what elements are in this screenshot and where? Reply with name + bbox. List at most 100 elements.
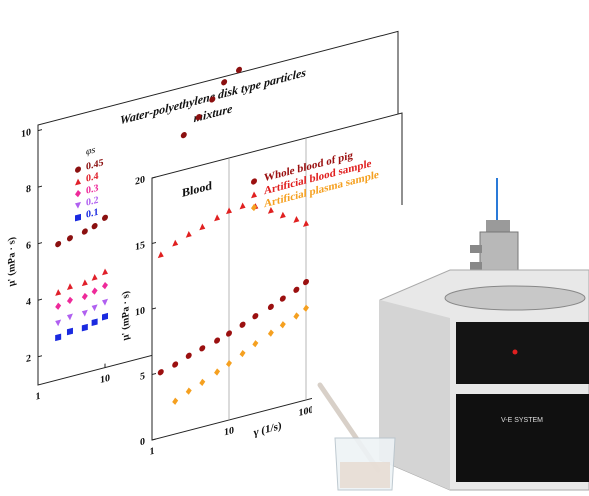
front-panel-lower <box>456 394 589 482</box>
data-point <box>66 283 73 291</box>
data-point <box>102 282 108 290</box>
data-point <box>55 319 62 327</box>
data-point <box>239 349 246 358</box>
y-tick <box>38 185 42 188</box>
front-panel-upper <box>456 322 589 384</box>
y-tick <box>38 242 42 245</box>
data-point <box>81 279 88 287</box>
data-point <box>91 223 98 230</box>
y-tick-label: 6 <box>26 240 31 252</box>
data-point <box>102 268 108 276</box>
legend-marker <box>75 190 81 198</box>
data-point <box>91 274 98 281</box>
data-point <box>214 214 221 222</box>
data-point <box>252 340 259 348</box>
data-point <box>185 352 192 359</box>
data-point <box>199 378 206 386</box>
legend-marker <box>251 203 257 212</box>
data-point <box>293 216 300 223</box>
data-point <box>102 214 108 221</box>
legend-label: 0.4 <box>86 171 98 185</box>
data-point <box>209 96 216 103</box>
data-point <box>66 313 73 321</box>
data-point <box>279 295 286 302</box>
y-tick-label: 0 <box>140 436 145 448</box>
data-point <box>91 318 98 327</box>
data-point <box>185 230 192 238</box>
data-point <box>55 302 62 310</box>
y-tick <box>152 176 156 179</box>
legend-label: 0.1 <box>86 207 98 221</box>
x-tick-label: 100 <box>299 404 314 419</box>
legend-label: 0.2 <box>86 195 98 209</box>
y-tick-label: 10 <box>21 127 31 140</box>
x-tick-label: 1 <box>150 446 155 458</box>
data-point <box>102 298 108 306</box>
data-point <box>221 79 228 86</box>
data-point <box>267 329 274 337</box>
data-point <box>172 361 179 368</box>
x-tick-label: 10 <box>100 373 110 386</box>
top-plate <box>444 285 586 311</box>
legend-marker <box>75 201 81 209</box>
data-point <box>279 321 286 329</box>
data-point <box>214 368 221 376</box>
data-point <box>303 304 309 312</box>
data-point <box>236 66 242 74</box>
data-point <box>66 235 73 242</box>
y-axis-label: μ' (mPa · s) <box>6 236 17 288</box>
data-point <box>81 292 88 301</box>
data-point <box>252 313 259 320</box>
data-point <box>199 223 206 231</box>
data-point <box>91 287 98 295</box>
x-tick-label: 1 <box>36 391 41 403</box>
data-point <box>55 241 62 248</box>
x-axis-label: γ (1/s) <box>253 420 282 439</box>
y-tick-label: 5 <box>140 371 145 383</box>
data-point <box>102 312 108 321</box>
data-point <box>185 387 192 395</box>
legend-title: φs <box>86 144 95 157</box>
y-tick-label: 20 <box>135 174 145 187</box>
y-tick <box>152 307 156 310</box>
device-label: V-E SYSTEM <box>501 417 543 424</box>
y-tick-label: 10 <box>135 305 145 318</box>
y-tick <box>38 298 42 301</box>
data-point <box>239 321 246 328</box>
beaker-liquid <box>340 462 390 488</box>
shaft-knob <box>470 245 482 253</box>
data-point <box>303 278 309 286</box>
data-point <box>226 360 232 368</box>
data-point <box>55 333 62 342</box>
data-point <box>303 220 309 227</box>
shaft-knob <box>470 262 482 270</box>
data-point <box>66 327 73 336</box>
data-point <box>55 289 62 296</box>
x-tick-label: 10 <box>224 425 234 438</box>
legend-label: 0.45 <box>86 157 103 172</box>
data-point <box>293 286 300 293</box>
device-side <box>380 300 450 490</box>
y-tick-label: 15 <box>135 240 145 253</box>
data-point <box>91 304 98 312</box>
data-point <box>239 202 246 210</box>
data-point <box>214 337 221 344</box>
data-point <box>226 330 232 337</box>
legend-label: 0.3 <box>86 183 98 197</box>
data-point <box>195 114 202 121</box>
data-point <box>180 132 187 139</box>
y-tick <box>38 355 42 358</box>
y-tick-label: 2 <box>26 353 31 365</box>
data-point <box>267 303 274 311</box>
y-tick-label: 8 <box>26 183 31 195</box>
data-point <box>172 397 179 405</box>
data-point <box>81 228 88 235</box>
y-tick-label: 4 <box>26 296 31 308</box>
indicator <box>512 349 518 355</box>
y-tick <box>152 372 156 375</box>
data-point <box>293 312 300 320</box>
y-tick <box>38 129 42 132</box>
legend-marker <box>75 213 81 222</box>
data-point <box>172 239 179 247</box>
y-tick <box>152 438 156 441</box>
